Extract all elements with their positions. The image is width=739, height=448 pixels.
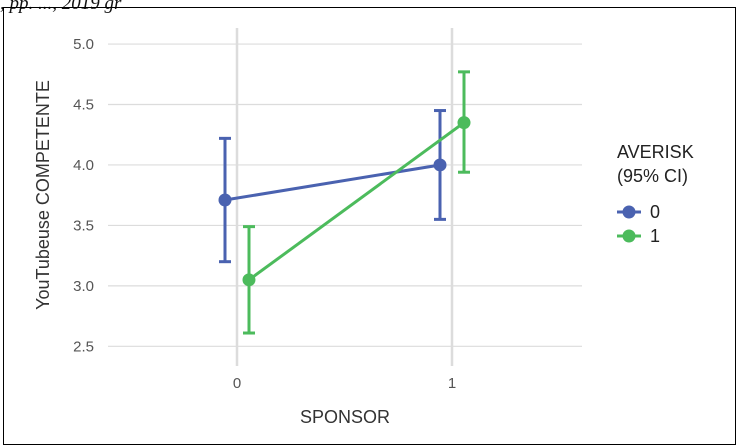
data-point <box>218 193 232 207</box>
y-tick-label: 2.5 <box>73 338 94 355</box>
y-tick-label: 4.0 <box>73 157 94 174</box>
data-point <box>433 158 447 172</box>
y-tick-label: 3.5 <box>73 217 94 234</box>
legend-label: 1 <box>650 226 660 246</box>
y-tick-label: 3.0 <box>73 278 94 295</box>
caption-fragment: , pp. ..., 2019 gr <box>0 0 122 13</box>
data-point <box>457 116 471 130</box>
x-tick-label: 0 <box>233 375 241 392</box>
series-1 <box>242 70 471 335</box>
grid <box>108 28 582 366</box>
y-tick-label: 5.0 <box>73 36 94 53</box>
figure-frame <box>3 7 736 445</box>
legend: AVERISK (95% CI) 0 1 <box>617 142 694 246</box>
legend-title-line2: (95% CI) <box>617 166 688 186</box>
legend-label: 0 <box>650 202 660 222</box>
y-tick-label: 4.5 <box>73 97 94 114</box>
y-axis-title: YouTubeuse COMPETENTE <box>33 80 53 310</box>
series-line <box>224 163 441 202</box>
x-tick-label: 1 <box>448 375 456 392</box>
legend-key-point <box>622 205 636 219</box>
data-point <box>242 273 256 287</box>
series-0 <box>218 109 447 264</box>
series-line <box>248 121 465 282</box>
x-axis-title: SPONSOR <box>300 407 390 427</box>
legend-title-line1: AVERISK <box>617 142 694 162</box>
tick-labels: 2.5 3.0 3.5 4.0 4.5 5.0 0 1 <box>73 36 456 392</box>
legend-key-point <box>622 229 636 243</box>
series-layer <box>218 70 471 335</box>
